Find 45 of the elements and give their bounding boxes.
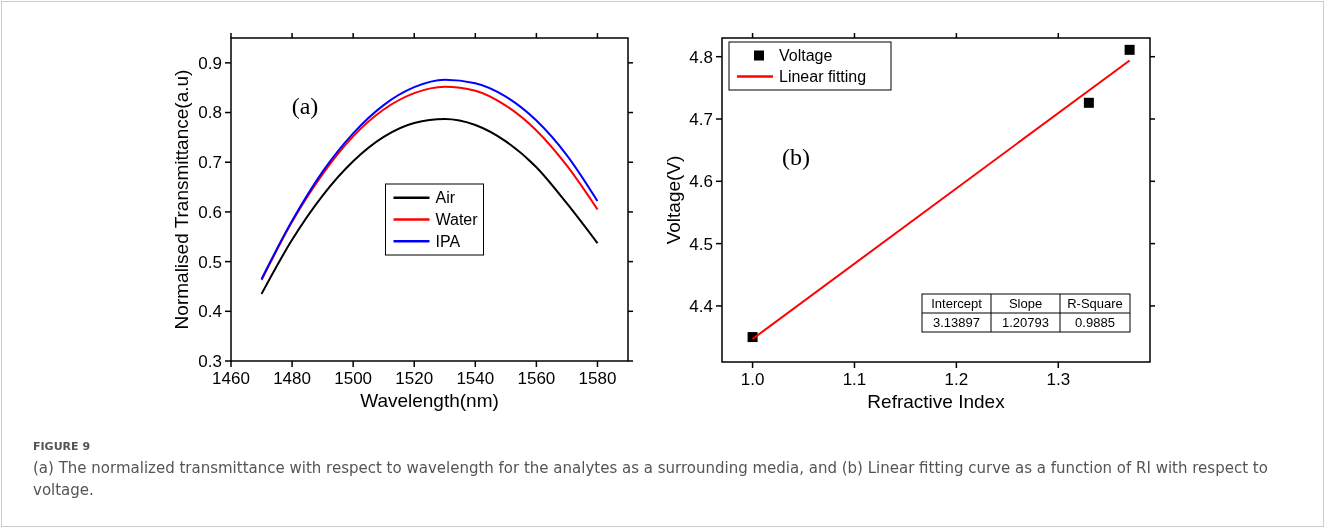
x-tick-label: 1520 — [395, 369, 434, 388]
y-tick-label: 0.7 — [198, 153, 222, 173]
y-tick-label: 4.4 — [689, 296, 713, 316]
point — [1124, 44, 1135, 55]
y-axis-title: Normalised Transmittance(a.u) — [171, 69, 192, 330]
annotation: 1.20793 — [1002, 315, 1049, 331]
y-tick-label: 0.8 — [198, 103, 222, 123]
y-tick-label: 0.4 — [198, 302, 222, 322]
caption: FIGURE 9 — [33, 440, 92, 453]
x-tick-label: 1480 — [273, 369, 311, 388]
point — [1083, 97, 1094, 108]
legend-label: Linear fitting — [779, 68, 867, 86]
annotation: (a) — [291, 93, 319, 119]
annotation: Intercept — [931, 296, 983, 312]
y-tick-label: 4.6 — [689, 172, 713, 192]
x-tick-label: 1540 — [456, 369, 495, 388]
x-tick-label: 1.0 — [740, 370, 765, 389]
x-tick-label: 1.2 — [944, 370, 969, 389]
y-tick-label: 0.5 — [198, 252, 222, 272]
annotation: 3.13897 — [933, 315, 980, 331]
legend-label: Water — [435, 211, 479, 229]
y-tick-label: 0.3 — [198, 351, 222, 371]
annotation: (b) — [782, 144, 810, 170]
x-tick-label: 1500 — [334, 369, 373, 388]
x-tick-label: 1460 — [212, 369, 250, 388]
text: (a) The normalized transmittance with respect to wavelength for the analytes as a surrounding media, and (b) Linear fitting curve as a function of RI with respect to voltage. — [33, 458, 1269, 501]
annotation: 0.9885 — [1075, 315, 1115, 331]
y-tick-label: 4.5 — [689, 234, 713, 254]
x-tick-label: 1580 — [578, 369, 617, 388]
x-axis-title: Refractive Index — [867, 391, 1006, 412]
annotation: R-Square — [1067, 296, 1123, 312]
y-tick-label: 4.8 — [689, 47, 713, 67]
annotation: Slope — [1008, 296, 1043, 312]
x-tick-label: 1.1 — [842, 370, 867, 389]
legend-label: Voltage — [779, 47, 833, 65]
x-tick-label: 1.3 — [1046, 370, 1071, 389]
legend-label: Air — [435, 189, 456, 207]
y-tick-label: 0.6 — [198, 202, 222, 222]
y-axis-title: Voltage(V) — [663, 155, 684, 245]
y-tick-label: 4.7 — [689, 109, 713, 129]
line-series — [260, 118, 599, 295]
y-tick-label: 0.9 — [198, 53, 222, 73]
x-axis-title: Wavelength(nm) — [360, 390, 499, 411]
legend-label: IPA — [435, 232, 461, 250]
x-tick-label: 1560 — [517, 369, 556, 388]
